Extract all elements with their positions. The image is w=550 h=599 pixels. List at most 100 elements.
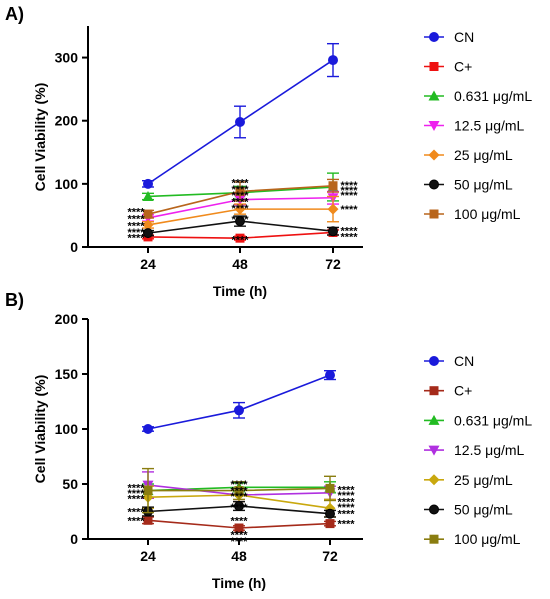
legend-label: 100 μg/mL [454,531,521,547]
significance-label: **** [337,490,355,502]
x-tick-label: 72 [325,256,341,272]
legend-label: 25 μg/mL [454,472,513,488]
legend-label: 100 μg/mL [454,206,521,222]
data-point [142,219,154,231]
significance-label: **** [230,479,248,491]
y-axis-title: Cell Viability (%) [32,375,48,484]
y-tick-label: 0 [70,239,78,255]
significance-label: **** [231,178,249,190]
significance-label: **** [127,214,145,226]
series-1 [142,42,339,189]
significance-label: **** [340,185,358,197]
legend-marker [428,90,440,101]
y-axis-title: Cell Viability (%) [32,83,48,192]
data-point [325,370,335,381]
y-tick-label: 0 [70,531,78,547]
data-point [235,233,245,243]
significance-label: **** [337,519,355,531]
significance-label: **** [231,190,249,202]
data-point [143,209,153,219]
legend-label: CN [454,29,474,45]
data-point [328,226,338,237]
significance-label: **** [127,488,145,500]
data-point [234,405,244,416]
legend-marker [428,474,440,486]
data-point [234,501,244,511]
series-2 [142,515,336,533]
x-tick-label: 48 [231,548,247,564]
legend-label: 25 μg/mL [454,147,513,163]
significance-label: **** [340,226,358,238]
data-point [235,116,245,127]
legend-marker [429,386,439,396]
panel-b: B) 0 50 100 150 200 24 48 72 Time (h) Cell Viabili… [5,290,532,591]
legend-label: 50 μg/mL [454,502,513,518]
significance-label: **** [340,204,358,216]
y-tick-label: 150 [55,366,79,382]
data-point [143,228,153,239]
data-point [235,186,245,196]
legend-label: CN [454,353,474,369]
y-tick-label: 50 [62,476,78,492]
data-point [325,508,335,519]
legend-label: 0.631 μg/mL [454,88,532,104]
significance-label: **** [340,180,358,192]
data-point [234,523,244,533]
significance-label: **** [337,485,355,497]
significance-label: **** [230,491,248,503]
x-tick-label: 24 [140,256,156,272]
significance-label: **** [230,530,248,542]
data-point [143,424,153,434]
y-tick-label: 200 [55,311,79,327]
significance-label: **** [340,231,358,243]
panel-label: A) [5,4,24,24]
panel-a: A) 0 100 200 300 24 48 72 Time (h) Cell Viability… [5,4,532,299]
significance-label: **** [230,515,248,527]
data-point [234,203,246,215]
y-tick-label: 100 [55,176,79,192]
significance-label: **** [340,190,358,202]
significance-label: **** [231,214,249,226]
series-1 [142,370,336,434]
legend-label: C+ [454,59,472,75]
x-tick-label: 72 [322,548,338,564]
data-point [235,216,245,227]
significance-label: **** [231,203,249,215]
significance-label: **** [127,482,145,494]
data-point [234,486,244,496]
significance-label: **** [230,486,248,498]
data-point [143,515,153,525]
data-point [142,190,154,201]
series-5 [142,195,339,231]
legend-marker [429,534,439,544]
significance-label: **** [127,233,145,245]
significance-label: **** [337,509,355,521]
legend-marker [429,209,439,219]
data-point [328,55,338,66]
series-7 [142,467,336,514]
significance-label: **** [337,502,355,514]
legend-marker [428,121,440,131]
data-point [327,203,339,215]
data-point [143,486,153,496]
significance-label: **** [230,502,248,514]
significance-label: **** [127,515,145,527]
legend-marker [429,179,439,190]
legend: CN C+ 0.631 μg/mL 12.5 μg/mL 25 μg/mL 50 μg/m… [424,353,532,547]
legend-marker [428,445,440,456]
series-7 [142,178,339,219]
data-point [325,483,335,493]
data-point [325,519,335,529]
legend-marker [429,32,439,42]
significance-label: **** [230,536,248,548]
legend-label: 12.5 μg/mL [454,118,525,134]
y-tick-label: 300 [55,50,79,66]
legend-marker [429,504,439,515]
significance-label: **** [231,234,249,246]
significance-label: **** [337,497,355,509]
x-axis-title: Time (h) [213,283,267,299]
legend-label: 0.631 μg/mL [454,412,532,428]
x-tick-label: 48 [232,256,248,272]
legend: CN C+ 0.631 μg/mL 12.5 μg/mL 25 μg/mL 50 μg/m… [424,29,532,222]
y-tick-label: 100 [55,421,79,437]
